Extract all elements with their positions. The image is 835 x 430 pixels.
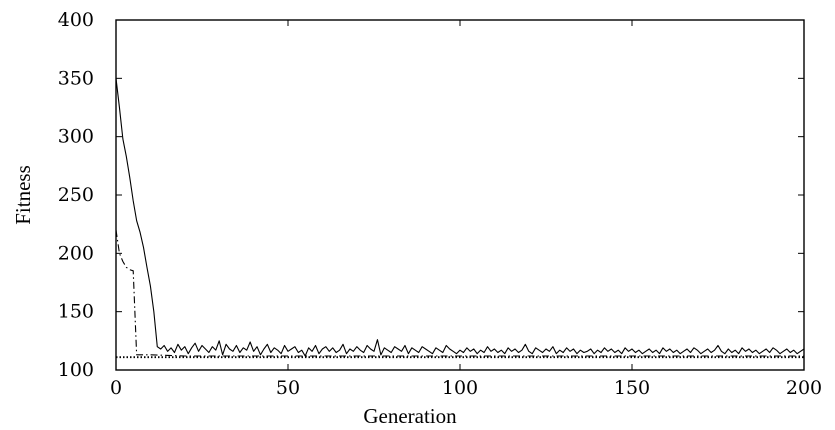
- x-tick-label: 50: [276, 377, 300, 399]
- y-tick-label: 150: [58, 301, 94, 323]
- x-axis-label: Generation: [363, 404, 457, 428]
- x-tick-label: 150: [614, 377, 650, 399]
- y-tick-label: 400: [58, 9, 94, 31]
- series-line-solid: [115, 78, 805, 357]
- y-tick-label: 350: [58, 67, 94, 89]
- y-tick-label: 250: [58, 184, 94, 206]
- y-tick-label: 300: [58, 126, 94, 148]
- series-layer: [115, 78, 805, 359]
- series-line-dash-dot: [115, 229, 804, 357]
- y-axis-label: Fitness: [11, 165, 35, 225]
- x-tick-label: 0: [110, 377, 122, 399]
- ticks-layer: 0 50 100 150 200 100 150 200 250 300 350 400: [58, 9, 822, 399]
- x-tick-label: 100: [442, 377, 478, 399]
- x-tick-label: 200: [786, 377, 822, 399]
- y-tick-label: 100: [58, 359, 94, 381]
- plot-frame: [115, 19, 805, 371]
- y-tick-label: 200: [58, 242, 94, 264]
